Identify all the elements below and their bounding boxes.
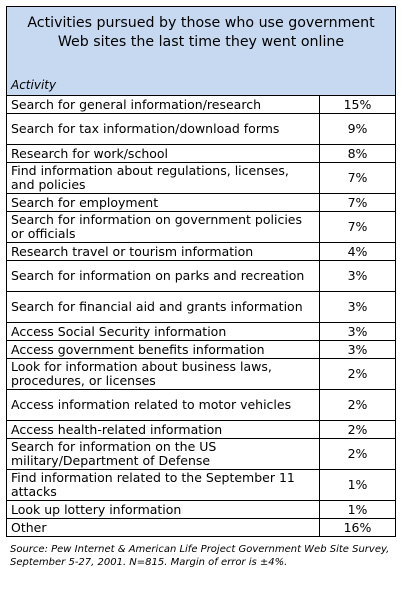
table-row: Search for general information/research 1…	[7, 96, 396, 114]
activity-cell: Search for financial aid and grants info…	[7, 292, 320, 323]
percent-cell: 7%	[320, 163, 396, 194]
percent-cell: 2%	[320, 359, 396, 390]
activity-cell: Find information about regulations, lice…	[7, 163, 320, 194]
table-row: Research for work/school 8%	[7, 145, 396, 163]
activity-cell: Look up lottery information	[7, 501, 320, 519]
table-row: Look for information about business laws…	[7, 359, 396, 390]
activity-cell: Other	[7, 519, 320, 537]
table-row: Access information related to motor vehi…	[7, 390, 396, 421]
activity-cell: Research travel or tourism information	[7, 243, 320, 261]
percent-cell: 2%	[320, 390, 396, 421]
table-header: Activities pursued by those who use gove…	[6, 6, 396, 95]
percent-cell: 8%	[320, 145, 396, 163]
activities-table: Search for general information/research 1…	[6, 95, 396, 537]
percent-cell: 16%	[320, 519, 396, 537]
table-row: Other 16%	[7, 519, 396, 537]
percent-cell: 4%	[320, 243, 396, 261]
activity-cell: Access health-related information	[7, 421, 320, 439]
percent-cell: 3%	[320, 292, 396, 323]
column-header-activity: Activity	[11, 78, 56, 92]
activity-cell: Search for general information/research	[7, 96, 320, 114]
table-row: Research travel or tourism information 4%	[7, 243, 396, 261]
table-title: Activities pursued by those who use gove…	[13, 7, 389, 52]
table-row: Search for information on government pol…	[7, 212, 396, 243]
table-row: Search for information on parks and recr…	[7, 261, 396, 292]
table-row: Access Social Security information 3%	[7, 323, 396, 341]
percent-cell: 3%	[320, 261, 396, 292]
percent-cell: 2%	[320, 439, 396, 470]
table-row: Access health-related information 2%	[7, 421, 396, 439]
percent-cell: 1%	[320, 501, 396, 519]
activities-table-figure: Activities pursued by those who use gove…	[6, 6, 396, 569]
activity-cell: Find information related to the Septembe…	[7, 470, 320, 501]
percent-cell: 2%	[320, 421, 396, 439]
activity-cell: Access Social Security information	[7, 323, 320, 341]
table-row: Find information about regulations, lice…	[7, 163, 396, 194]
percent-cell: 3%	[320, 341, 396, 359]
table-row: Look up lottery information 1%	[7, 501, 396, 519]
table-row: Search for information on the US militar…	[7, 439, 396, 470]
activity-cell: Access government benefits information	[7, 341, 320, 359]
activity-cell: Search for information on parks and recr…	[7, 261, 320, 292]
percent-cell: 7%	[320, 194, 396, 212]
percent-cell: 7%	[320, 212, 396, 243]
percent-cell: 9%	[320, 114, 396, 145]
percent-cell: 15%	[320, 96, 396, 114]
activity-cell: Look for information about business laws…	[7, 359, 320, 390]
activity-cell: Search for information on government pol…	[7, 212, 320, 243]
percent-cell: 1%	[320, 470, 396, 501]
table-row: Search for tax information/download form…	[7, 114, 396, 145]
table-row: Search for financial aid and grants info…	[7, 292, 396, 323]
activity-cell: Search for information on the US militar…	[7, 439, 320, 470]
table-row: Access government benefits information 3%	[7, 341, 396, 359]
percent-cell: 3%	[320, 323, 396, 341]
activity-cell: Search for tax information/download form…	[7, 114, 320, 145]
table-row: Find information related to the Septembe…	[7, 470, 396, 501]
activity-cell: Search for employment	[7, 194, 320, 212]
activity-cell: Research for work/school	[7, 145, 320, 163]
source-note: Source: Pew Internet & American Life Pro…	[6, 543, 396, 569]
activity-cell: Access information related to motor vehi…	[7, 390, 320, 421]
table-row: Search for employment 7%	[7, 194, 396, 212]
